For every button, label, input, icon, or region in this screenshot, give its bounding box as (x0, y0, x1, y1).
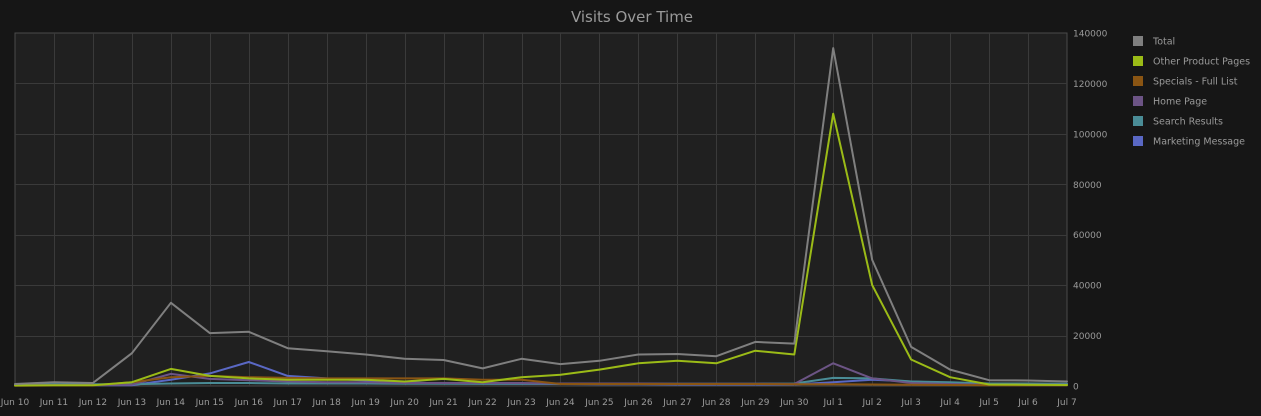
x-tick-label: Jun 29 (740, 398, 770, 408)
x-tick-label: Jun 16 (234, 398, 264, 408)
x-tick-label: Jun 19 (350, 398, 380, 408)
x-tick-label: Jul 1 (822, 398, 842, 408)
x-tick-label: Jun 25 (584, 398, 613, 408)
x-tick-label: Jun 22 (467, 398, 496, 408)
series-line-specials-full-list (14, 374, 1068, 387)
series-lines (14, 47, 1068, 387)
legend-label: Total (1152, 37, 1175, 48)
x-tick-label: Jun 15 (195, 398, 224, 408)
legend: Total Other Product Pages Specials - Full … (1133, 36, 1250, 148)
legend-label: Specials - Full List (1153, 77, 1238, 88)
x-tick-label: Jun 23 (506, 398, 535, 408)
x-tick-label: Jul 3 (900, 398, 920, 408)
legend-label: Other Product Pages (1153, 57, 1250, 68)
plot-area (14, 32, 1068, 387)
y-tick-label: 0 (1073, 383, 1079, 393)
x-axis: Jun 10 Jun 11 Jun 12 Jun 13 Jun 14 Jun 15 Jun … (0, 398, 1077, 408)
y-tick-label: 40000 (1073, 282, 1102, 292)
grid (15, 33, 1067, 386)
x-tick-label: Jun 27 (662, 398, 691, 408)
x-tick-label: Jun 21 (428, 398, 457, 408)
x-tick-label: Jun 10 (0, 398, 29, 408)
x-tick-label: Jul 5 (978, 398, 998, 408)
x-tick-label: Jun 20 (389, 398, 419, 408)
legend-swatch (1133, 96, 1143, 106)
legend-swatch (1133, 56, 1143, 66)
x-tick-label: Jun 12 (78, 398, 107, 408)
x-tick-label: Jul 2 (861, 398, 881, 408)
chart-title: Visits Over Time (571, 8, 693, 26)
x-tick-label: Jun 28 (701, 398, 731, 408)
x-tick-label: Jun 14 (156, 398, 186, 408)
legend-swatch (1133, 76, 1143, 86)
x-tick-label: Jun 18 (312, 398, 342, 408)
x-tick-label: Jul 7 (1056, 398, 1076, 408)
x-tick-label: Jun 26 (623, 398, 653, 408)
legend-swatch (1133, 36, 1143, 46)
y-tick-label: 80000 (1073, 181, 1102, 191)
series-line-total (14, 47, 1068, 385)
x-tick-label: Jul 6 (1017, 398, 1038, 408)
legend-label: Home Page (1153, 97, 1207, 108)
x-tick-label: Jun 17 (273, 398, 302, 408)
y-tick-label: 60000 (1073, 231, 1102, 241)
x-tick-label: Jun 11 (39, 398, 68, 408)
x-tick-label: Jun 30 (779, 398, 809, 408)
y-tick-label: 140000 (1073, 30, 1108, 40)
legend-swatch (1133, 136, 1143, 146)
legend-label: Marketing Message (1153, 137, 1245, 148)
y-tick-label: 20000 (1073, 332, 1102, 342)
x-tick-label: Jun 24 (545, 398, 575, 408)
y-axis: 0 20000 40000 60000 80000 100000 120000 140000 (1073, 30, 1108, 393)
y-tick-label: 120000 (1073, 80, 1108, 90)
x-tick-label: Jun 13 (117, 398, 146, 408)
legend-label: Search Results (1153, 117, 1223, 128)
x-tick-label: Jul 4 (939, 398, 960, 408)
y-tick-label: 100000 (1073, 130, 1108, 140)
legend-swatch (1133, 116, 1143, 126)
series-line-other-product-pages (14, 112, 1068, 387)
